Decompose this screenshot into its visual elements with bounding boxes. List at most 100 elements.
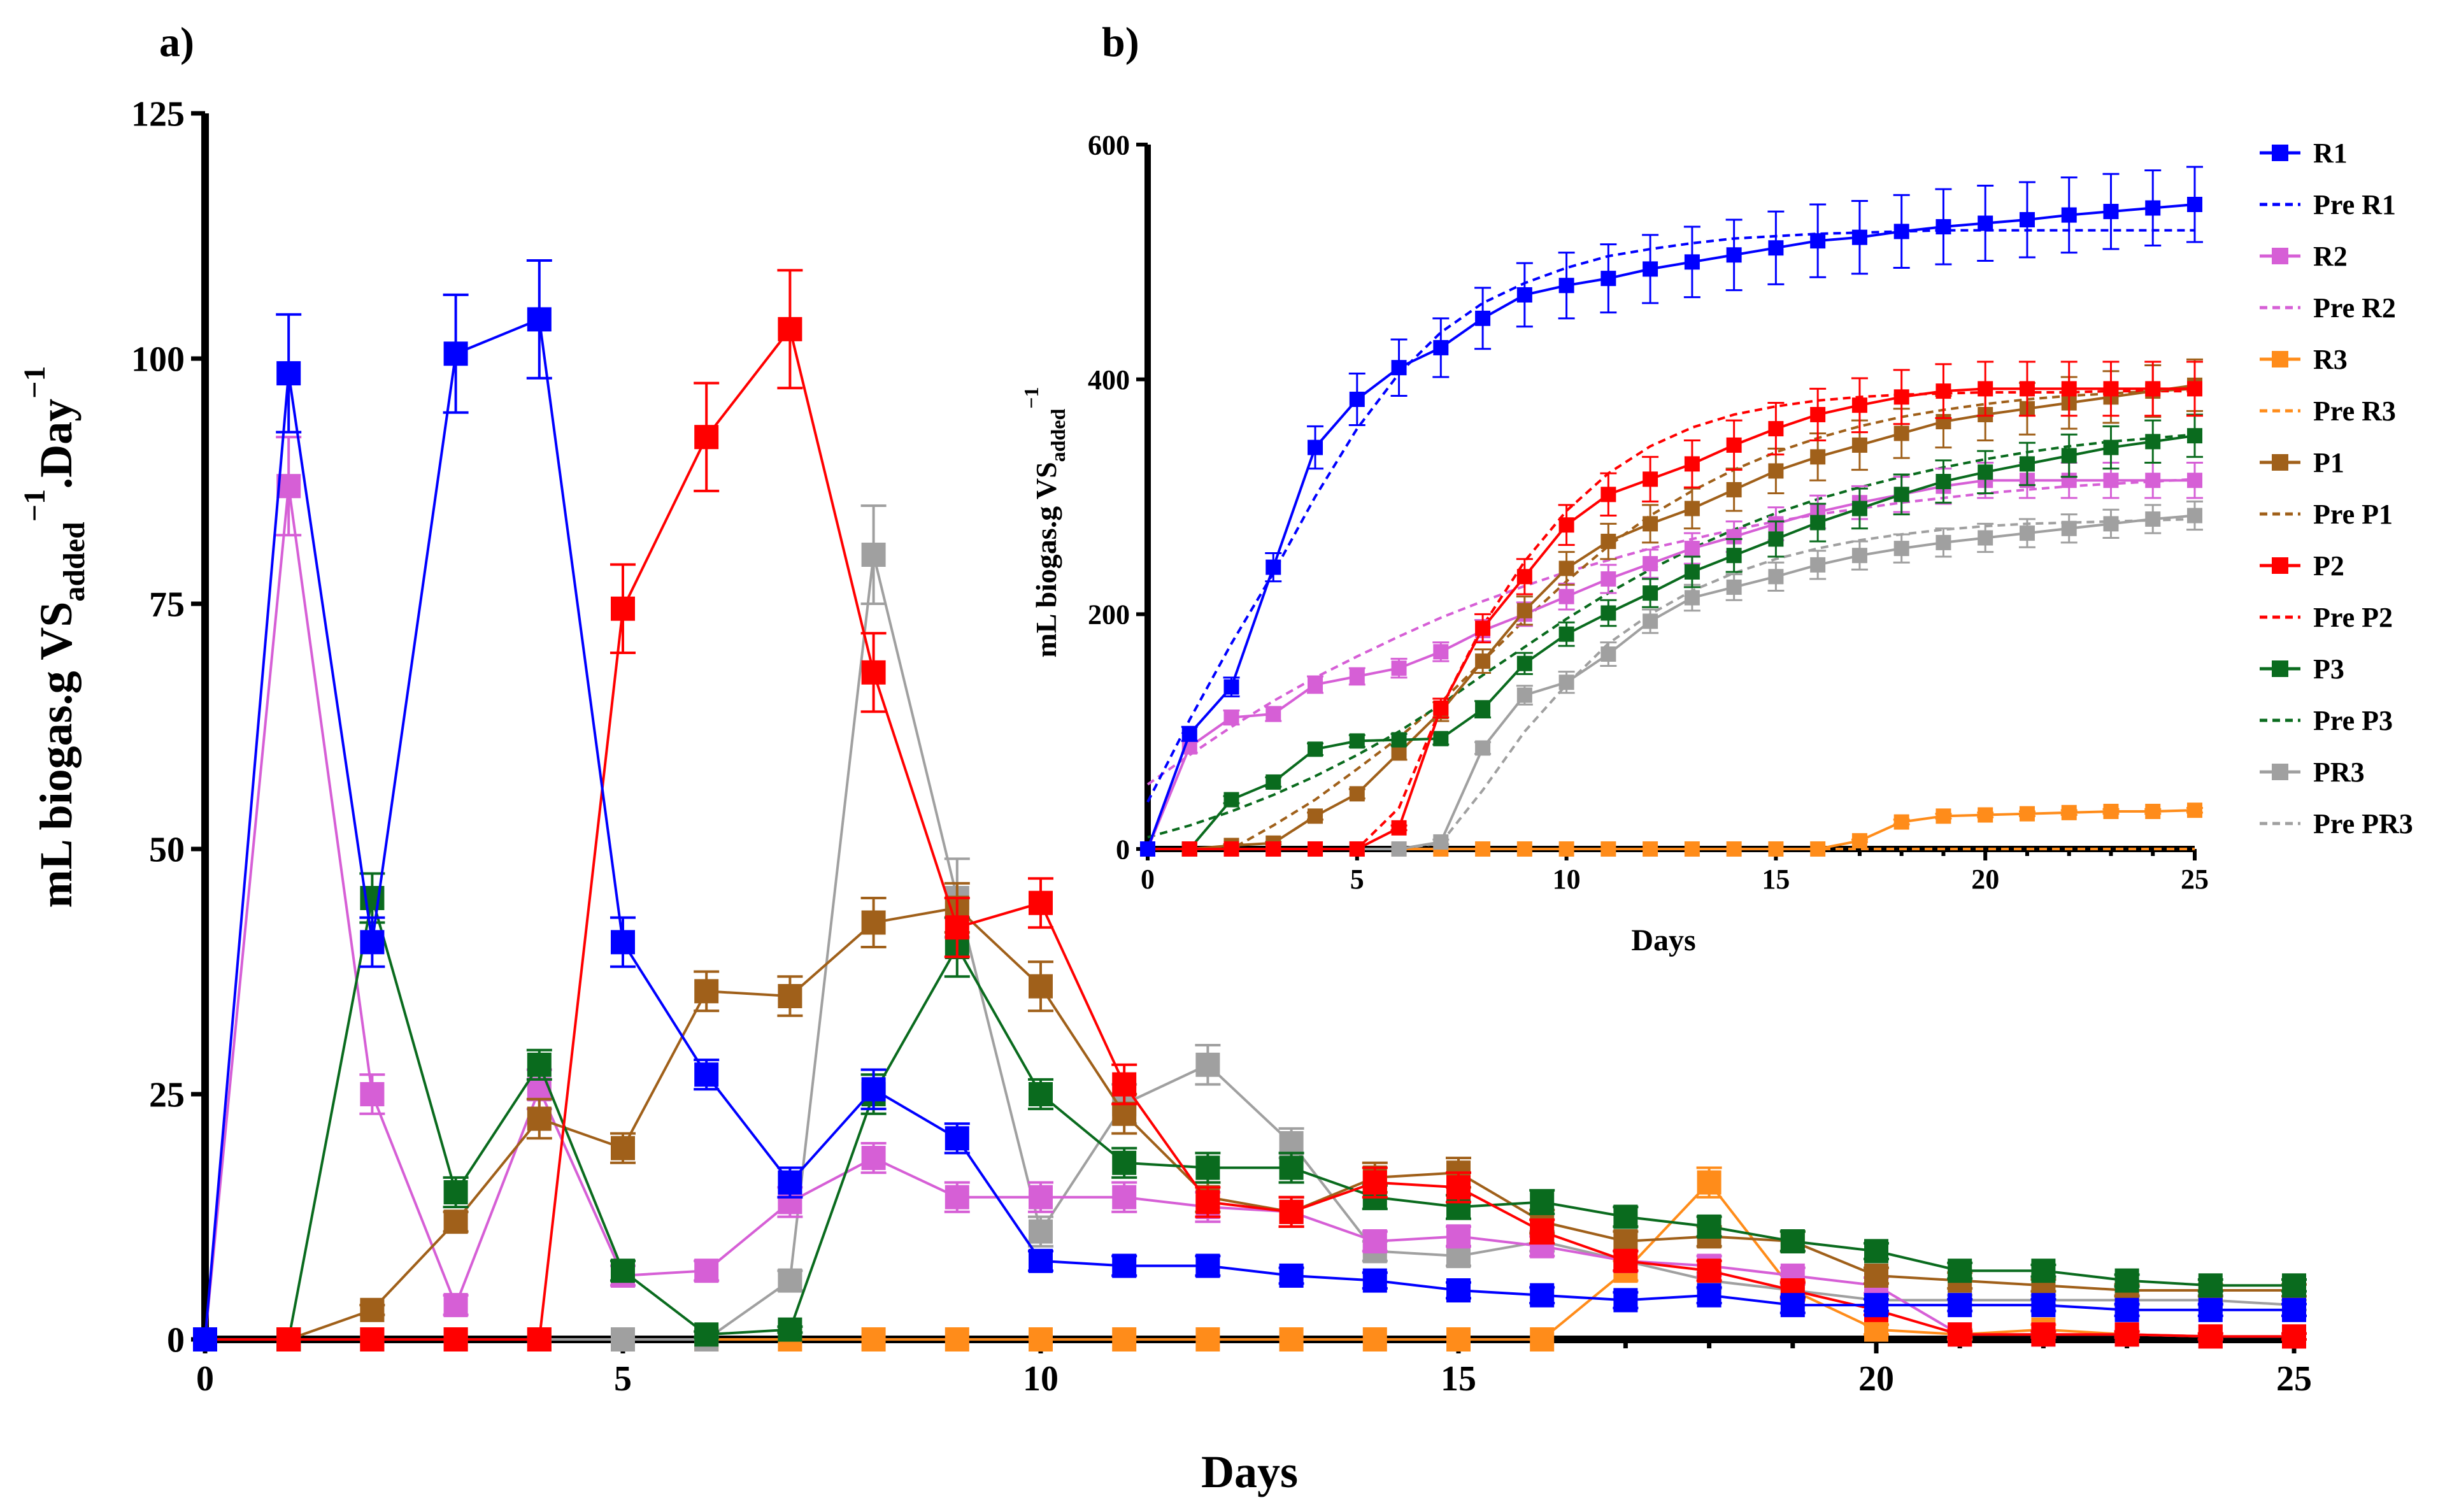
inset-point-r1: [1140, 841, 1155, 857]
inset-point-r1: [2145, 200, 2161, 216]
legend: R1 Pre R1 R2 Pre R2 R3 Pre R3 P1 Pre P1 P2 Pre P2…: [2260, 138, 2413, 839]
inset-point-p2: [1768, 421, 1784, 437]
main-point-r1: [1112, 1253, 1137, 1278]
main-point-r1: [360, 930, 385, 955]
inset-x-tick-label: 20: [1971, 864, 1999, 895]
main-point-r1: [945, 1126, 969, 1151]
inset-point-r1: [1893, 224, 1909, 239]
inset-point-pr3: [1684, 590, 1700, 606]
main-point-pr3: [1279, 1131, 1304, 1155]
inset-point-p2: [1726, 437, 1742, 453]
main-point-p2: [2031, 1322, 2056, 1347]
inset-point-r3: [1516, 841, 1532, 857]
main-point-p1: [443, 1209, 468, 1234]
inset-point-r1: [1265, 559, 1281, 575]
inset-point-r2: [1643, 556, 1658, 572]
main-point-pr3: [1029, 1219, 1053, 1244]
main-point-p2: [694, 425, 719, 450]
inset-point-p2: [1265, 841, 1281, 857]
legend-swatch-marker-r2: [2272, 248, 2288, 264]
inset-point-r3: [1978, 807, 1993, 823]
inset-point-r1: [1978, 215, 1993, 231]
legend-label-pre-r1: Pre R1: [2313, 189, 2396, 220]
inset-point-r3: [1558, 841, 1574, 857]
main-point-p3: [1029, 1082, 1053, 1106]
inset-point-p3: [2145, 434, 2161, 450]
inset-series-line-r3: [1148, 809, 2195, 850]
main-point-p2: [276, 1327, 301, 1352]
main-series-line-p3: [205, 897, 2294, 1341]
main-point-p2: [1112, 1072, 1137, 1097]
inset-point-r2: [1391, 660, 1407, 676]
legend-label-p2: P2: [2313, 550, 2344, 581]
main-point-p2: [1446, 1175, 1471, 1200]
inset-point-p2: [2187, 381, 2202, 397]
inset-point-r3: [1475, 841, 1491, 857]
main-point-r3: [1279, 1327, 1304, 1352]
inset-point-p1: [1516, 603, 1532, 618]
main-y-tick-label: 0: [167, 1321, 185, 1360]
main-series-line-pr3: [205, 554, 2295, 1341]
inset-point-p2: [1851, 397, 1867, 413]
inset-point-r1: [1308, 439, 1323, 455]
main-y-label-sup1: −1: [18, 489, 52, 522]
main-point-r1: [1864, 1293, 1888, 1318]
inset-point-p1: [1810, 449, 1826, 465]
inset-point-p3: [1978, 464, 1993, 480]
inset-y-label-main: mL biogas.g VS: [1030, 462, 1062, 657]
inset-point-r1: [1475, 310, 1491, 326]
inset-point-p1: [1349, 786, 1365, 802]
inset-point-p3: [1475, 701, 1491, 717]
inset-point-r3: [2187, 802, 2202, 818]
inset-y-tick-label: 0: [1116, 834, 1130, 865]
main-point-p3: [694, 1322, 719, 1347]
inset-point-p2: [2019, 381, 2035, 397]
main-point-p2: [443, 1327, 468, 1352]
inset-point-p1: [1726, 481, 1742, 497]
main-point-r1: [1362, 1268, 1387, 1293]
inset-point-p2: [1516, 569, 1532, 585]
inset-point-pr3: [2061, 520, 2077, 536]
main-x-tick-label: 0: [196, 1359, 214, 1399]
inset-point-r1: [1851, 229, 1867, 245]
legend-label-pre-p1: Pre P1: [2313, 499, 2393, 530]
inset-point-p3: [2061, 448, 2077, 464]
main-point-r1: [1029, 1248, 1053, 1273]
inset-point-r3: [1600, 841, 1616, 857]
main-point-p2: [1195, 1190, 1220, 1215]
main-point-r2: [694, 1259, 719, 1283]
main-point-p2: [1029, 890, 1053, 915]
legend-swatch-marker-p3: [2272, 660, 2288, 677]
inset-point-r1: [1768, 240, 1784, 256]
inset-point-pr3: [2187, 508, 2202, 524]
inset-y-axis-label: mL biogas.g VSadded−1: [1020, 387, 1069, 657]
inset-pred-line-pre-p2: [1148, 390, 2195, 850]
main-point-p3: [2114, 1268, 2139, 1293]
main-point-r2: [443, 1293, 468, 1318]
main-point-r1: [2031, 1293, 2056, 1318]
main-point-p2: [1697, 1259, 1722, 1283]
main-point-r1: [1613, 1288, 1638, 1313]
inset-pred-line-pre-r2: [1146, 478, 2195, 786]
main-y-label-main: mL biogas.g VS: [31, 602, 82, 908]
main-point-r1: [1948, 1293, 1972, 1318]
inset-point-p1: [1768, 463, 1784, 479]
inset-point-r3: [1726, 841, 1742, 857]
inset-point-r2: [1349, 669, 1365, 685]
panel-label-a: a): [159, 19, 194, 66]
main-y-axis-label: mL biogas.g VSadded−1.Day−1: [18, 366, 91, 908]
main-point-pr3: [611, 1327, 635, 1352]
main-y-tick-label: 50: [149, 831, 185, 870]
main-x-tick-label: 5: [614, 1359, 632, 1399]
inset-point-pr3: [1391, 841, 1407, 857]
legend-label-pre-r3: Pre R3: [2313, 396, 2396, 427]
inset-point-p3: [1643, 585, 1658, 601]
inset-point-pr3: [1851, 548, 1867, 564]
main-point-p3: [1279, 1155, 1304, 1180]
legend-label-pre-p2: Pre P2: [2313, 602, 2393, 633]
main-point-r3: [1446, 1327, 1471, 1352]
inset-point-pr3: [1726, 579, 1742, 595]
main-point-p1: [694, 979, 719, 1004]
inset-point-p1: [1475, 653, 1491, 669]
